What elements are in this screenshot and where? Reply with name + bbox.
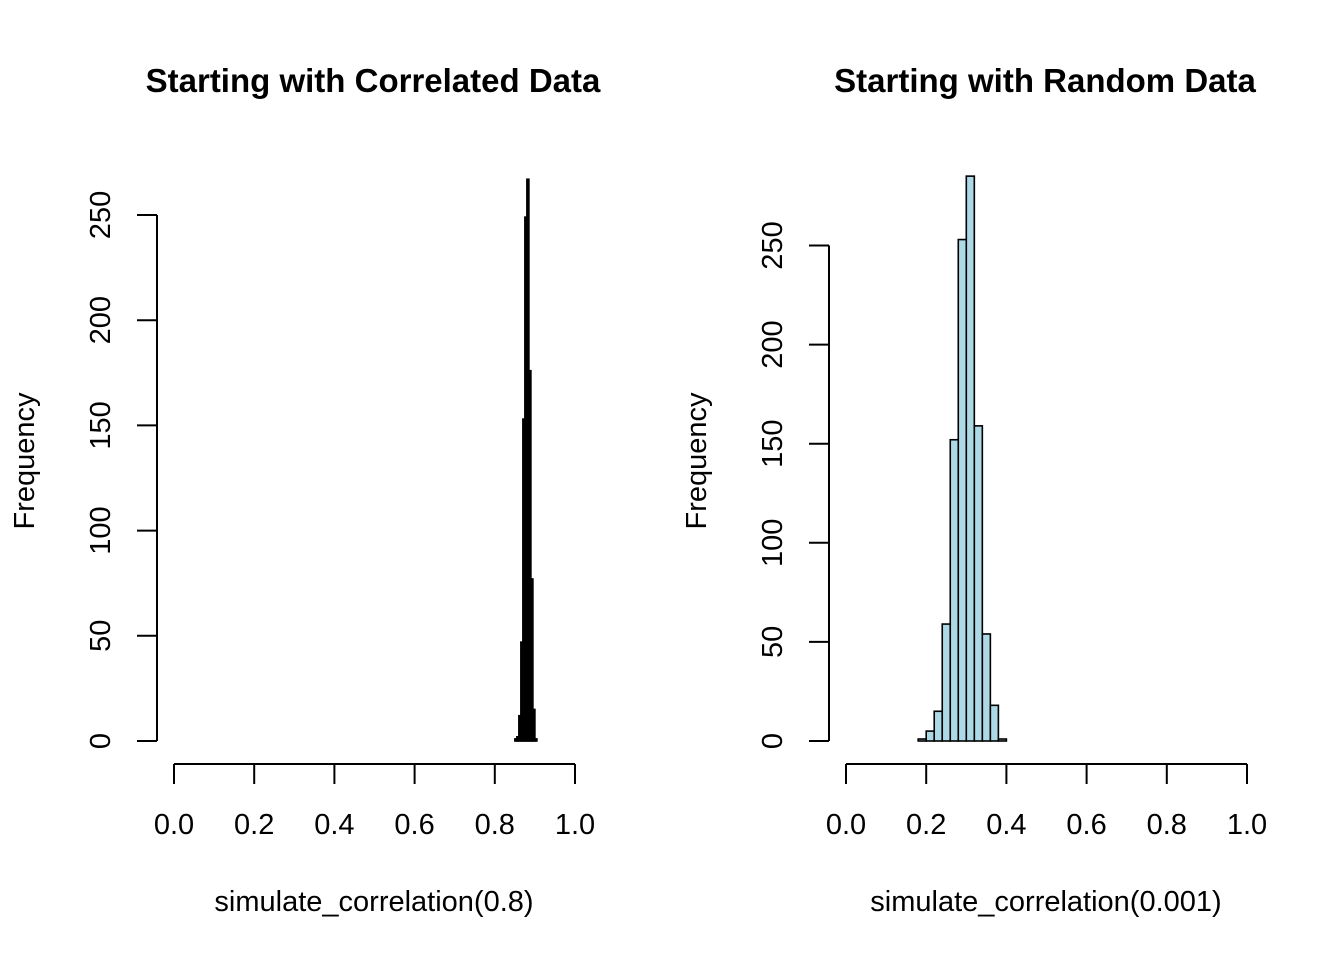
histogram-bar <box>949 438 960 742</box>
x-tick-label: 0.2 <box>234 809 274 841</box>
y-tick-label: 200 <box>85 296 117 344</box>
histogram-bar <box>933 710 944 742</box>
x-tick-label: 0.6 <box>1066 809 1106 841</box>
histogram-bar <box>981 633 992 742</box>
histogram-bar <box>973 425 984 742</box>
y-tick-label: 100 <box>757 519 789 567</box>
y-tick-label: 150 <box>757 420 789 468</box>
y-axis-label: Frequency <box>9 392 41 530</box>
x-tick-label: 0.8 <box>475 809 515 841</box>
y-tick-label: 50 <box>85 620 117 652</box>
y-tick-label: 100 <box>85 506 117 554</box>
y-tick-label: 0 <box>757 733 789 749</box>
x-tick-label: 0.0 <box>154 809 194 841</box>
panel-random: Starting with Random Data simulate_corre… <box>681 62 1267 918</box>
histogram-bar <box>532 708 536 742</box>
y-tick-label: 250 <box>85 191 117 239</box>
y-tick-label: 0 <box>85 733 117 749</box>
chart-title: Starting with Correlated Data <box>146 62 601 99</box>
histogram-bar <box>925 730 936 742</box>
x-axis: 0.0 0.2 0.4 0.6 0.8 1.0 <box>826 763 1267 841</box>
y-tick-label: 200 <box>757 320 789 368</box>
x-tick-label: 0.4 <box>986 809 1026 841</box>
y-tick-label: 150 <box>85 401 117 449</box>
y-tick-label: 50 <box>757 626 789 658</box>
histogram-bar <box>941 623 952 742</box>
bars <box>917 175 1008 742</box>
x-tick-label: 1.0 <box>555 809 595 841</box>
chart-title: Starting with Random Data <box>834 62 1256 99</box>
histogram-bar <box>534 738 538 742</box>
histogram-bar <box>917 738 927 742</box>
histogram-bar <box>528 369 532 742</box>
x-axis: 0.0 0.2 0.4 0.6 0.8 1.0 <box>154 763 595 841</box>
histogram-bar <box>957 238 968 742</box>
y-tick-label: 250 <box>757 221 789 269</box>
x-tick-label: 0.0 <box>826 809 866 841</box>
x-axis-label: simulate_correlation(0.8) <box>214 886 533 918</box>
x-tick-label: 0.6 <box>394 809 434 841</box>
x-axis-label: simulate_correlation(0.001) <box>870 886 1221 918</box>
histogram-bar <box>965 175 976 742</box>
histogram-bar <box>530 578 534 742</box>
x-tick-label: 1.0 <box>1227 809 1267 841</box>
x-tick-label: 0.8 <box>1147 809 1187 841</box>
panel-correlated: Starting with Correlated Data simulate_c… <box>9 62 601 918</box>
y-axis: 0 50 100 150 200 250 <box>757 221 830 749</box>
bars <box>514 178 538 742</box>
histogram-bar <box>989 704 1000 742</box>
x-tick-label: 0.4 <box>314 809 354 841</box>
y-axis: 0 50 100 150 200 250 <box>85 191 158 749</box>
x-tick-label: 0.2 <box>906 809 946 841</box>
y-axis-label: Frequency <box>681 392 713 530</box>
histogram-bar <box>997 738 1008 742</box>
